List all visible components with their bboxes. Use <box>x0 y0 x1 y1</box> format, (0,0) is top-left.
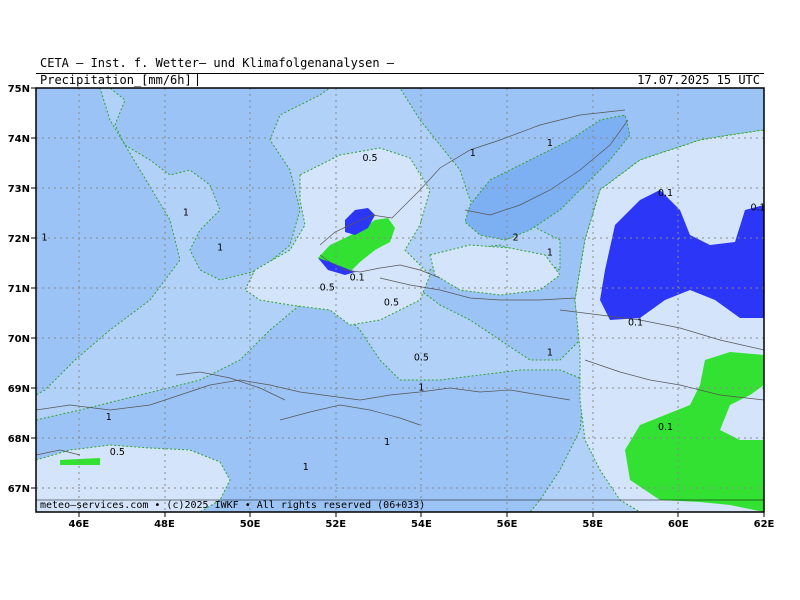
chart-title: CETA — Inst. f. Wetter— und Klimafolgena… <box>40 56 395 70</box>
lat-label-69N: 69N <box>8 384 30 395</box>
green-zone-southwest-strip <box>60 458 100 465</box>
blue-zone-center <box>345 208 375 235</box>
contour-label: 1 <box>470 148 476 159</box>
map-fields <box>36 88 764 512</box>
lat-label-75N: 75N <box>8 84 30 95</box>
contour-label: 0.5 <box>414 352 429 363</box>
contour-label: 1 <box>106 412 112 423</box>
contour-label: 1 <box>547 347 553 358</box>
longitude-labels: 46E 48E 50E 52E 54E 56E 58E 60E 62E <box>68 519 774 530</box>
blue-zone-center-south <box>318 258 355 275</box>
contour-label: 2 <box>513 233 519 244</box>
field-0-1-center <box>244 147 431 326</box>
lon-label-46E: 46E <box>68 519 89 530</box>
green-zone-center <box>318 218 395 272</box>
contour-label: 0.1 <box>658 188 673 199</box>
lat-label-74N: 74N <box>8 134 30 145</box>
blue-zone-east <box>600 190 764 320</box>
header-bar: Precipitation_[mm/6h] 17.07.2025 15 UTC <box>36 73 764 87</box>
lat-label-71N: 71N <box>8 284 30 295</box>
contour-labels: 0.5 1 1 1 1 1 2 1 0.1 0.1 0.1 0.5 0.5 0.1 0.5 1 1 1 1 0.1 0.… <box>42 138 766 473</box>
field-1-northwest <box>36 88 331 396</box>
credit-line: meteo—services.com • (c)2025 IWKF • All … <box>40 500 426 511</box>
contour-label: 0.5 <box>110 447 125 458</box>
lon-label-54E: 54E <box>411 519 432 530</box>
contour-label: 1 <box>42 233 48 244</box>
contour-label: 0.5 <box>320 283 335 294</box>
lon-label-48E: 48E <box>154 519 175 530</box>
contour-label: 1 <box>384 437 390 448</box>
lon-label-58E: 58E <box>582 519 603 530</box>
contour-label: 0.5 <box>362 153 377 164</box>
lat-label-67N: 67N <box>8 484 30 495</box>
axis-ticks <box>31 87 765 517</box>
lon-label-62E: 62E <box>754 519 775 530</box>
contour-label: 0.1 <box>350 273 365 284</box>
green-zone-southeast <box>625 352 764 512</box>
lat-label-70N: 70N <box>8 334 30 345</box>
coastlines <box>36 109 764 456</box>
lat-label-73N: 73N <box>8 184 30 195</box>
contour-label: 1 <box>303 462 309 473</box>
contour-label: 0.1 <box>750 203 765 214</box>
field-0-1-mid <box>429 244 561 296</box>
contour-label: 0.1 <box>628 317 643 328</box>
lon-label-52E: 52E <box>325 519 346 530</box>
contour-label: 1 <box>547 138 553 149</box>
variable-label: Precipitation_[mm/6h] <box>40 73 192 87</box>
contour-label: 1 <box>183 208 189 219</box>
lat-label-68N: 68N <box>8 434 30 445</box>
lat-label-72N: 72N <box>8 234 30 245</box>
lon-label-60E: 60E <box>668 519 689 530</box>
lon-label-50E: 50E <box>240 519 261 530</box>
contour-label: 1 <box>418 382 424 393</box>
map-frame <box>35 87 765 513</box>
lon-label-56E: 56E <box>497 519 518 530</box>
contour-label: 0.1 <box>658 422 673 433</box>
datetime-label: 17.07.2025 15 UTC <box>637 73 760 87</box>
contour-label: 0.5 <box>384 297 399 308</box>
contour-label: 1 <box>217 243 223 254</box>
latitude-labels: 75N 74N 73N 72N 71N 70N 69N 68N 67N <box>8 84 30 495</box>
variable-box <box>36 74 198 86</box>
contour-label: 1 <box>547 248 553 259</box>
field-2 <box>464 114 631 241</box>
